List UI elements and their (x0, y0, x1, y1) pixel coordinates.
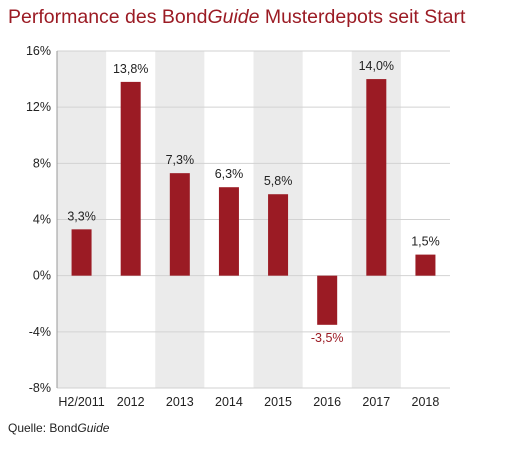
chart-title-rest: Musterdepots seit Start (259, 6, 466, 28)
source-text: Quelle: Bond (8, 421, 78, 435)
x-tick-label: H2/2011 (58, 395, 104, 409)
data-label: 13,8% (113, 62, 148, 76)
bar (169, 173, 190, 276)
data-label: 7,3% (166, 153, 195, 167)
chart-title-italic: Guide (207, 6, 260, 28)
bar (218, 187, 239, 276)
x-tick-label: 2015 (264, 395, 292, 409)
x-tick-label: 2017 (362, 395, 390, 409)
x-tick-label: 2013 (166, 395, 194, 409)
bar (268, 194, 289, 276)
chart-title: Performance des BondGuide Musterdepots s… (8, 6, 465, 29)
data-label: 3,3% (67, 209, 96, 223)
y-tick-label: 4% (33, 213, 51, 227)
data-label: 14,0% (359, 59, 394, 73)
data-label: 5,8% (264, 174, 293, 188)
data-label: 6,3% (215, 167, 244, 181)
chart-title-text: Performance des Bond (8, 6, 208, 28)
source-note: Quelle: BondGuide (8, 421, 109, 435)
data-label: 1,5% (411, 235, 440, 249)
y-tick-label: -4% (29, 325, 51, 339)
bar (120, 81, 141, 276)
bar (415, 254, 436, 276)
y-tick-label: 12% (26, 100, 51, 114)
bar (317, 275, 338, 325)
data-label: -3,5% (311, 331, 344, 345)
x-tick-label: 2014 (215, 395, 243, 409)
x-tick-label: 2018 (412, 395, 440, 409)
x-tick-label: 2016 (313, 395, 341, 409)
y-tick-label: 0% (33, 269, 51, 283)
bar (366, 79, 387, 276)
source-italic: Guide (77, 421, 110, 435)
bar (71, 229, 92, 276)
y-tick-label: 16% (26, 44, 51, 58)
x-tick-label: 2012 (117, 395, 145, 409)
y-tick-label: -8% (29, 381, 51, 395)
y-tick-label: 8% (33, 156, 51, 170)
